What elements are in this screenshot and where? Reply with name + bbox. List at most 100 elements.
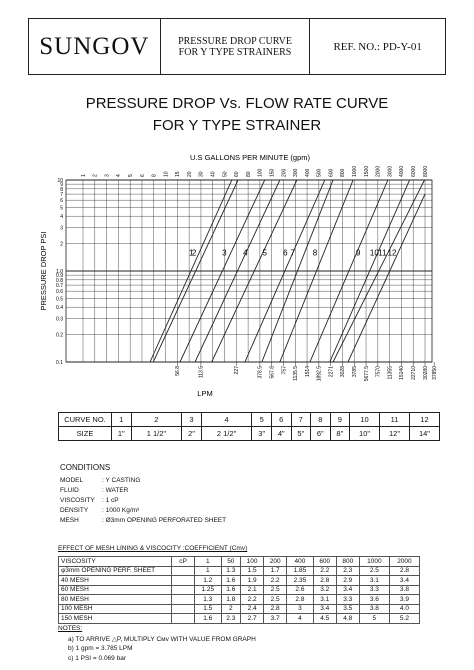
x-tick-label: 2000 [376, 166, 382, 177]
table-cell: 3" [251, 426, 272, 441]
table-cell [171, 594, 195, 605]
curve [329, 180, 411, 362]
curve [244, 180, 326, 362]
table-cell: 3.3 [358, 584, 390, 595]
y-tick-label: 6 [60, 198, 63, 204]
table-cell: 3.4 [312, 603, 337, 614]
table-cell: 1.8 [220, 594, 242, 605]
lpm-tick-label: 11355 [387, 366, 393, 380]
curve [152, 180, 239, 362]
table-cell: 8 [310, 412, 331, 427]
x-tick-label: 80 [246, 171, 252, 177]
x-tick-label: 4000 [399, 166, 405, 177]
table-cell: 3.7 [263, 613, 288, 624]
lpm-tick-label: 1135.5 [293, 366, 299, 381]
header-title: PRESSURE DROP CURVE FOR Y TYPE STRAINERS [161, 19, 311, 74]
table-cell: 3.2 [312, 584, 337, 595]
table-cell: 1" [111, 426, 132, 441]
table-cell: 4 [286, 613, 314, 624]
table-cell: 3.1 [358, 575, 390, 586]
table-cell: 3.4 [335, 584, 360, 595]
table-cell: 2" [181, 426, 202, 441]
lpm-tick-label: 3028 [340, 366, 346, 377]
curve-label: 8 [313, 248, 318, 257]
curve [279, 180, 354, 362]
table-cell: 1 1/2" [130, 426, 183, 441]
x-tick-label: 500 [317, 168, 323, 177]
table-cell: 600 [312, 556, 337, 567]
header-box: SUNGOV PRESSURE DROP CURVE FOR Y TYPE ST… [28, 18, 446, 75]
table-cell: 8" [329, 426, 351, 441]
y-tick-label: 1.0 [56, 269, 63, 275]
curve-label: 10 [370, 248, 379, 257]
y-tick-label: 0.1 [56, 360, 63, 366]
x-tick-label: 200 [281, 168, 287, 177]
table-cell: 3 [181, 412, 202, 427]
table-row: 80 MESH 1.3 1.8 2.2 2.5 2.8 3.1 3.3 3.6 3.9 [58, 594, 421, 605]
x-tick-label: 100 [258, 168, 264, 177]
table-cell: 3.8 [358, 603, 390, 614]
table-cell: 2.2 [263, 575, 288, 586]
lpm-tick-label: 378.5 [258, 366, 264, 379]
conditions-title: CONDITIONS [60, 463, 111, 472]
table-row: VISCOSITY cP 1 50 100 200 400 600 800 1000 2000 [58, 556, 421, 567]
y-tick-label: 0.3 [56, 317, 63, 323]
table-cell: 6" [310, 426, 331, 441]
table-cell: 80 MESH [58, 594, 172, 605]
chart: U.S GALLONS PER MINUTE (gpm) LPM PRESSUR… [39, 153, 438, 398]
notes-title: NOTES: [58, 625, 83, 632]
condition-label: FLUID [60, 487, 79, 494]
table-cell: 2.8 [286, 594, 314, 605]
table-cell: 50 [220, 556, 242, 567]
curve [309, 180, 389, 362]
lpm-tick-label: 30280 [423, 366, 429, 380]
table-cell: 1.6 [194, 613, 222, 624]
table-cell: φ3mm OPENING PERF. SHEET [58, 565, 172, 576]
ref-number: REF. NO.: PD-Y-01 [333, 40, 422, 53]
y-tick-label: 2 [60, 242, 63, 248]
x-tick-label: 1000 [352, 166, 358, 177]
x-tick-label: 2 [93, 174, 99, 177]
table-cell: 4" [270, 426, 292, 441]
curve-label: 6 [283, 248, 288, 257]
table-cell: 12 [408, 412, 441, 427]
curve-label: 11 [378, 248, 387, 257]
curve-label: 12 [388, 248, 397, 257]
table-cell: 1.5 [240, 565, 265, 576]
lpm-tick-label: 2271 [328, 366, 334, 377]
table-cell: 1.85 [286, 565, 314, 576]
x-tick-label: 5 [128, 174, 134, 177]
table-cell: 1.3 [220, 565, 242, 576]
x-tick-label: 15 [175, 171, 181, 177]
x-tick-label: 40 [211, 171, 217, 177]
x-axis-title-bottom: LPM [197, 389, 212, 398]
curve [194, 180, 281, 362]
condition-label: MESH [60, 517, 79, 524]
table-row: φ3mm OPENING PERF. SHEET 1 1.3 1.5 1.7 1.85 2.… [58, 565, 421, 576]
y-tick-label: 3 [60, 226, 63, 232]
table-cell: CURVE NO. [58, 412, 112, 427]
table-cell: 3.3 [335, 594, 360, 605]
curve-label: 3 [222, 248, 227, 257]
condition-value: : WATER [102, 487, 129, 494]
table-cell: 800 [335, 556, 360, 567]
condition-label: MODEL [60, 477, 84, 484]
table-cell: 60 MESH [58, 584, 172, 595]
table-cell: SIZE [58, 426, 112, 441]
lpm-tick-label: 567.8 [269, 366, 275, 379]
table-cell: 4 [200, 412, 253, 427]
table-cell: 1 [111, 412, 132, 427]
table-cell: 2.6 [286, 584, 314, 595]
table-row: 150 MESH 1.6 2.3 2.7 3.7 4 4.5 4.8 5 5.2 [58, 613, 421, 624]
table-cell [171, 584, 195, 595]
table-cell: 2 [220, 603, 242, 614]
table-cell: 1.5 [194, 603, 222, 614]
table-cell: 3.6 [358, 594, 390, 605]
lpm-tick-label: 22710 [411, 366, 417, 380]
table-cell [171, 603, 195, 614]
curve-table: CURVE NO. 1 2 3 4 5 6 7 8 9 10 11 12 SIZE 1" 1 1/2" 2" 2 … [58, 412, 441, 441]
curve [211, 180, 298, 362]
table-cell: 1.7 [263, 565, 288, 576]
page-title: PRESSURE DROP Vs. FLOW RATE CURVE [85, 95, 389, 112]
